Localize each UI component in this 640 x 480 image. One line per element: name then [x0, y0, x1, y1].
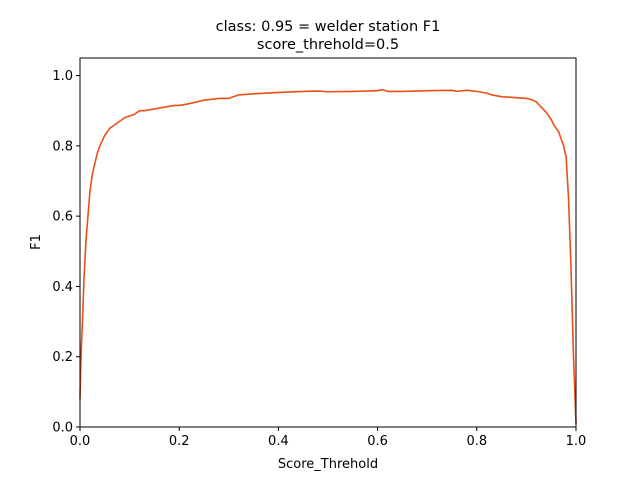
y-axis-label: F1 — [29, 234, 44, 250]
y-tick-label: 0.4 — [52, 280, 73, 295]
x-tick-label: 1.0 — [566, 434, 587, 449]
y-tick-label: 1.0 — [52, 69, 73, 84]
x-axis-label: Score_Threhold — [278, 457, 378, 472]
x-tick-label: 0.2 — [169, 434, 190, 449]
x-tick-label: 0.4 — [268, 434, 289, 449]
y-tick-label: 0.2 — [52, 350, 73, 365]
y-tick-label: 0.8 — [52, 139, 73, 154]
chart-title: class: 0.95 = welder station F1 — [216, 19, 441, 35]
plot-area — [79, 88, 577, 425]
series-line-0 — [79, 88, 577, 425]
x-axis: 0.0 0.2 0.4 0.6 0.8 1.0 — [70, 427, 587, 449]
y-tick-label: 0.6 — [52, 210, 73, 225]
x-tick-label: 0.8 — [466, 434, 487, 449]
y-tick-label: 0.0 — [52, 421, 73, 436]
x-tick-label: 0.6 — [367, 434, 388, 449]
x-tick-label: 0.0 — [70, 434, 91, 449]
plot-frame — [79, 57, 577, 428]
chart-subtitle: score_threhold=0.5 — [257, 37, 399, 53]
y-axis: 0.0 0.2 0.4 0.6 0.8 1.0 — [52, 69, 80, 436]
